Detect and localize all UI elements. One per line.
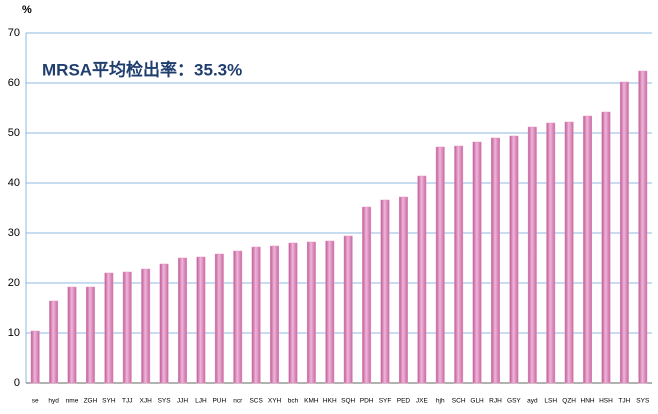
bar	[509, 135, 519, 384]
bar	[141, 268, 151, 384]
bar	[251, 246, 261, 384]
x-tick-label: hyd	[48, 398, 59, 405]
bar	[491, 137, 500, 384]
x-tick-label: ncr	[233, 398, 243, 405]
x-tick-label: GSY	[507, 398, 521, 405]
bar	[214, 253, 224, 384]
x-tick-label: se	[32, 398, 39, 405]
bar	[454, 145, 464, 384]
y-tick-label: 70	[8, 27, 20, 39]
unit-label: %	[22, 4, 32, 16]
x-tick-label: nme	[66, 398, 79, 405]
annotation: MRSA平均检出率：35.3%	[42, 59, 242, 79]
bar	[417, 175, 427, 384]
bar	[343, 235, 353, 384]
bar	[122, 271, 132, 384]
x-tick-label: LSH	[544, 398, 557, 405]
bar	[380, 199, 390, 384]
x-tick-label: KMH	[304, 398, 319, 405]
y-tick-label: 20	[8, 277, 20, 289]
y-tick-label: 60	[8, 77, 20, 89]
y-tick-label: 30	[8, 227, 20, 239]
x-tick-label: bch	[288, 398, 299, 405]
bar	[619, 81, 629, 384]
y-tick-label: 0	[14, 377, 20, 389]
bar	[30, 330, 40, 384]
x-tick-label: SYS	[158, 398, 172, 405]
bar	[398, 196, 408, 384]
bar	[546, 122, 556, 384]
x-tick-label: HKH	[323, 398, 337, 405]
bar	[49, 300, 59, 384]
bar	[527, 126, 537, 384]
bar	[233, 250, 243, 384]
bar	[472, 141, 482, 384]
bar	[325, 240, 335, 384]
x-tick-label: QZH	[562, 398, 576, 405]
bar	[435, 146, 445, 384]
bar	[67, 286, 77, 384]
bar	[159, 263, 169, 384]
x-tick-label: TJH	[618, 398, 630, 405]
x-tick-label: RJH	[489, 398, 502, 405]
y-tick-label: 50	[8, 127, 20, 139]
x-tick-label: SYH	[102, 398, 116, 405]
bar	[583, 115, 593, 384]
bar	[601, 111, 611, 384]
x-tick-label: JJH	[177, 398, 189, 405]
bar	[196, 256, 206, 384]
x-tick-label: hjh	[436, 398, 445, 405]
y-tick-label: 40	[8, 177, 20, 189]
x-tick-label: PED	[397, 398, 411, 405]
x-tick-label: SYS	[636, 398, 650, 405]
bar	[178, 257, 187, 384]
x-tick-label: GLH	[470, 398, 484, 405]
x-tick-label: LJH	[195, 398, 207, 405]
bar	[564, 121, 574, 384]
x-tick-label: XYH	[268, 398, 282, 405]
bar	[306, 241, 316, 384]
bar	[638, 70, 648, 384]
x-tick-label: SCS	[249, 398, 263, 405]
x-tick-label: PUH	[212, 398, 226, 405]
bar	[270, 245, 280, 384]
x-tick-label: XJH	[140, 398, 153, 405]
bar	[362, 206, 372, 384]
bar	[104, 272, 114, 384]
bar	[288, 242, 298, 384]
x-tick-label: HNH	[581, 398, 595, 405]
x-tick-label: TJJ	[122, 398, 132, 405]
x-tick-label: ZGH	[84, 398, 98, 405]
x-tick-label: JXE	[416, 398, 429, 405]
x-tick-label: ayd	[527, 398, 538, 405]
y-tick-label: 10	[8, 327, 20, 339]
x-tick-label: SYF	[379, 398, 392, 405]
x-tick-label: HSH	[599, 398, 613, 405]
x-tick-label: SQH	[341, 398, 355, 405]
x-tick-label: PDH	[360, 398, 374, 405]
bar	[85, 286, 95, 384]
x-tick-label: SCH	[452, 398, 466, 405]
